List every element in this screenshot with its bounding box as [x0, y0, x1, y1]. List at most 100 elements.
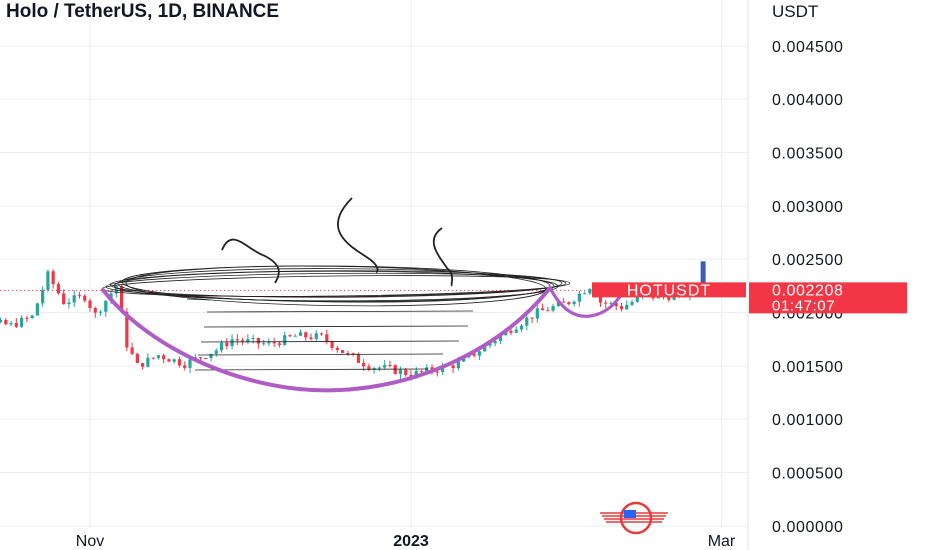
candle-up [519, 325, 524, 330]
candle-up [414, 370, 418, 378]
time-axis[interactable]: Nov 2023 Mar [76, 533, 736, 550]
candle-down [204, 357, 208, 359]
candle-down [235, 339, 239, 341]
x-tick-label: Nov [76, 533, 104, 550]
candle-up [156, 355, 161, 358]
candle-up [98, 311, 103, 313]
candle-up [314, 333, 318, 339]
candle-down [83, 295, 87, 301]
candle-down [151, 357, 155, 359]
cup-curve [101, 286, 552, 393]
y-tick-label: 0.002500 [772, 252, 844, 269]
candle-down [388, 364, 392, 366]
candle-up [525, 317, 529, 326]
candle-down [167, 359, 171, 362]
candle-up [72, 295, 76, 303]
candle-up [262, 343, 266, 345]
candle-down [335, 347, 339, 351]
candle-down [667, 296, 671, 300]
candle-up [246, 339, 250, 342]
y-tick-label: 0.004000 [772, 92, 844, 109]
candle-up [9, 323, 13, 325]
candle-up [377, 367, 382, 369]
candle-down [304, 332, 308, 338]
y-tick-label: 0.001500 [772, 359, 844, 376]
candle-down [451, 365, 455, 369]
candle-up [146, 357, 150, 367]
candle-down [198, 357, 203, 359]
candle-down [309, 337, 313, 339]
candle-down [340, 350, 345, 354]
candle-down [330, 341, 334, 348]
candle-down [540, 308, 545, 311]
candle-up [572, 301, 576, 305]
current-candle [700, 261, 706, 285]
candle-down [162, 355, 166, 360]
candle-down [367, 366, 371, 370]
candle-up [498, 335, 503, 342]
price-tag [749, 282, 907, 314]
candle-up [104, 300, 108, 312]
candle-down [562, 301, 566, 303]
candle-up [630, 301, 634, 305]
steam-stroke [432, 227, 454, 287]
candle-down [25, 317, 29, 319]
candle-up [230, 339, 234, 346]
candle-up [114, 286, 118, 294]
candle-down [619, 306, 624, 310]
candle-up [583, 293, 587, 295]
candle-down [225, 342, 229, 346]
candle-down [130, 347, 134, 354]
candle-down [62, 293, 66, 305]
handle-curve [548, 286, 625, 318]
price-unit: USDT [772, 2, 819, 21]
price-tags: HOTUSDT 0.002208 01:47:07 [592, 282, 907, 314]
candle-down [93, 308, 97, 313]
candle-down [604, 302, 608, 304]
candle-up [398, 369, 403, 374]
hatch-line [197, 353, 444, 356]
candle-down [546, 310, 550, 312]
candle-down [614, 303, 618, 307]
logo-ring [619, 501, 653, 535]
candle-up [456, 361, 460, 369]
candle-up [493, 341, 497, 344]
candle-up [209, 353, 213, 359]
candle-up [0, 319, 3, 323]
candle-up [514, 329, 518, 333]
price-tag-value: 0.002208 [772, 282, 844, 299]
rim-stroke [125, 265, 547, 307]
candle-down [277, 343, 282, 345]
candle-down [135, 353, 139, 364]
candle-down [88, 300, 92, 309]
candle-up [46, 271, 50, 290]
candle-down [119, 286, 124, 312]
candle-up [293, 335, 297, 337]
cup-drawing [101, 197, 625, 393]
candle-up [588, 288, 592, 294]
candle-down [404, 369, 408, 375]
candle-down [472, 353, 476, 356]
hatch-line [186, 298, 211, 301]
candle-down [14, 323, 18, 327]
hatch-line [206, 310, 474, 313]
candle-down [356, 354, 360, 363]
candle-down [4, 319, 8, 325]
candle-up [488, 343, 492, 346]
candle-down [393, 365, 397, 374]
hatch-line [203, 325, 469, 328]
candle-up [477, 351, 482, 356]
candle-down [319, 333, 324, 335]
candle-up [298, 332, 303, 336]
candle-down [509, 330, 513, 333]
symbol-tag [592, 282, 746, 298]
y-tick-label: 0.004500 [772, 39, 844, 56]
candle-down [56, 284, 61, 294]
candle-up [551, 306, 555, 311]
candle-down [288, 335, 292, 337]
candle-down [419, 370, 424, 372]
candle-up [19, 317, 24, 327]
candle-up [188, 359, 192, 368]
x-tick-label: Mar [708, 533, 736, 550]
